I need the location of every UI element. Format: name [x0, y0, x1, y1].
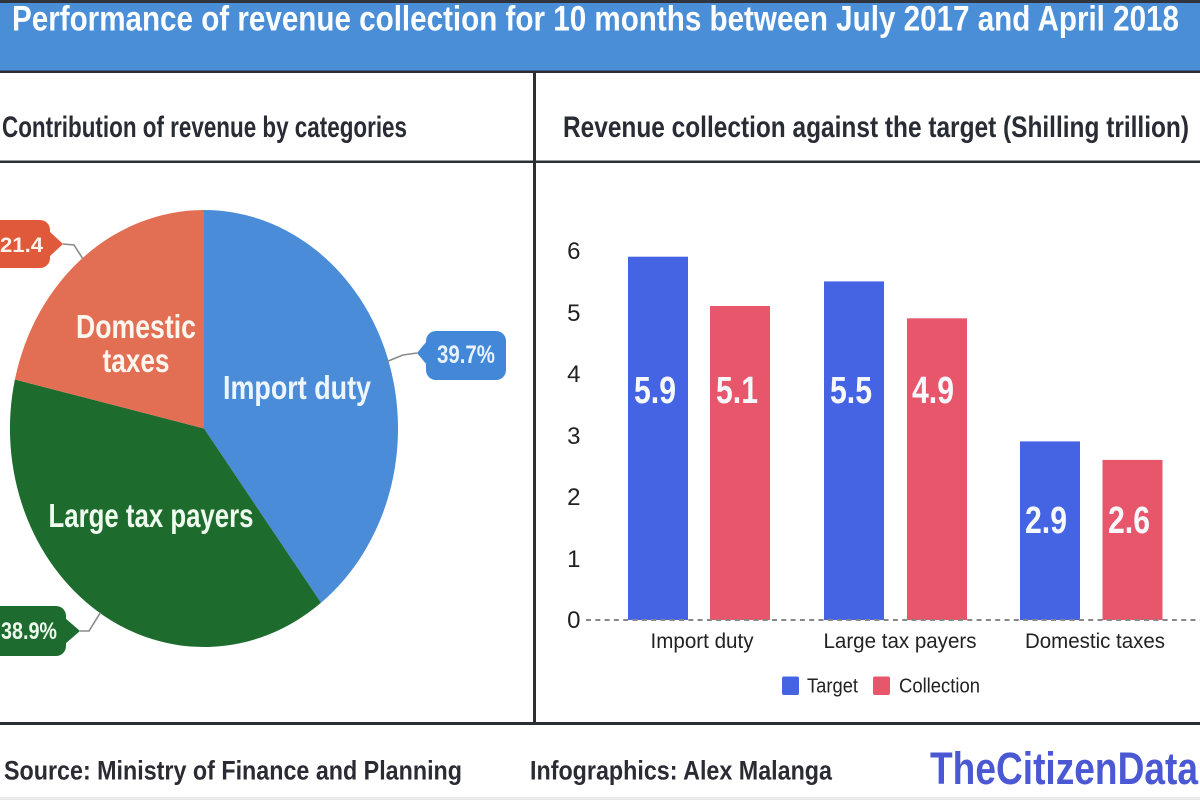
- svg-text:Contribution of revenue by cat: Contribution of revenue by categories: [2, 111, 407, 144]
- svg-text:21.4: 21.4: [0, 234, 43, 257]
- svg-text:Collection: Collection: [899, 675, 980, 698]
- svg-text:6: 6: [567, 238, 580, 265]
- svg-text:2.6: 2.6: [1108, 500, 1150, 542]
- svg-text:Domestic taxes: Domestic taxes: [1025, 630, 1165, 653]
- svg-text:4.9: 4.9: [912, 370, 954, 412]
- svg-text:5: 5: [567, 300, 580, 327]
- svg-text:39.7%: 39.7%: [437, 341, 495, 369]
- svg-text:Import duty: Import duty: [651, 630, 754, 653]
- svg-text:4: 4: [567, 361, 580, 388]
- svg-text:38.9%: 38.9%: [1, 618, 57, 645]
- svg-text:Large tax payers: Large tax payers: [49, 497, 254, 534]
- svg-text:Large tax payers: Large tax payers: [824, 630, 977, 653]
- svg-text:5.9: 5.9: [634, 370, 676, 412]
- svg-text:taxes: taxes: [103, 342, 170, 379]
- svg-text:2.9: 2.9: [1025, 500, 1067, 542]
- svg-text:Import duty: Import duty: [223, 369, 372, 406]
- svg-text:5.1: 5.1: [716, 370, 758, 412]
- svg-text:Source: Ministry of Finance an: Source: Ministry of Finance and Planning: [4, 756, 462, 786]
- svg-text:Revenue collection against the: Revenue collection against the target (S…: [563, 111, 1189, 144]
- svg-text:Infographics: Alex Malanga: Infographics: Alex Malanga: [530, 756, 833, 786]
- svg-text:2: 2: [567, 484, 580, 511]
- svg-text:5.5: 5.5: [830, 370, 872, 412]
- svg-text:1: 1: [567, 546, 580, 573]
- svg-text:Target: Target: [807, 675, 858, 698]
- svg-text:3: 3: [567, 423, 580, 450]
- svg-text:Domestic: Domestic: [76, 308, 196, 345]
- svg-text:0: 0: [567, 607, 580, 634]
- svg-text:Performance of revenue collect: Performance of revenue collection for 10…: [12, 0, 1179, 39]
- svg-text:TheCitizenData: TheCitizenData: [930, 743, 1199, 794]
